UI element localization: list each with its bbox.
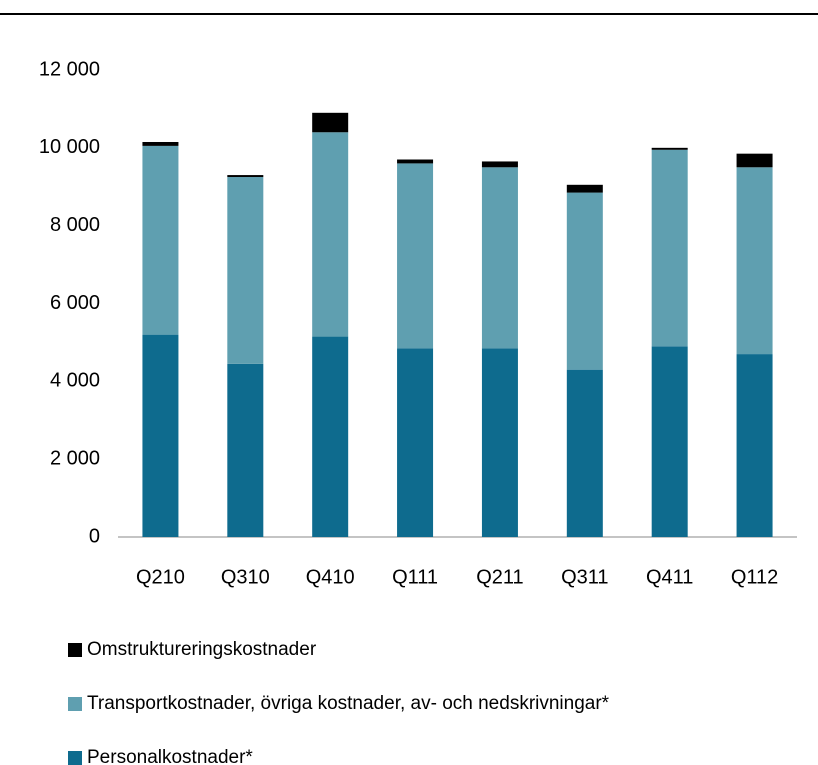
bar-segment — [227, 177, 264, 364]
legend-label: Omstruktureringskostnader — [87, 639, 317, 660]
bar-segment — [736, 153, 773, 168]
bar-segment — [566, 184, 603, 193]
y-tick-label: 12 000 — [39, 58, 100, 80]
y-tick-label: 2 000 — [50, 447, 100, 469]
bar-segment — [481, 161, 518, 168]
bar-segment — [651, 346, 688, 537]
bar-segment — [312, 132, 349, 337]
legend: Personalkostnader* Transportkostnader, öv… — [68, 639, 610, 765]
bar-segment — [651, 149, 688, 347]
x-tick-label: Q111 — [392, 566, 438, 588]
x-tick-label: Q410 — [306, 566, 355, 588]
x-tick-label: Q311 — [561, 566, 608, 588]
y-tick-label: 8 000 — [50, 214, 100, 236]
bar-segment — [736, 354, 773, 537]
x-tick-label: Q112 — [731, 566, 778, 588]
bar-segment — [142, 145, 179, 335]
bar-segment — [481, 348, 518, 537]
y-tick-label: 4 000 — [50, 370, 100, 392]
legend-label: Personalkostnader* — [87, 747, 253, 765]
bar-segment — [227, 175, 264, 178]
bar-segment — [142, 334, 179, 537]
bar-segment — [566, 192, 603, 370]
legend-swatch — [68, 643, 82, 657]
bar-segment — [566, 369, 603, 537]
x-tick-label: Q210 — [136, 566, 185, 588]
bar-segment — [397, 163, 434, 349]
bar-segment — [312, 336, 349, 537]
bar-segment — [736, 167, 773, 355]
x-tick-label: Q211 — [476, 566, 523, 588]
bar-segment — [142, 141, 179, 146]
bar-segment — [397, 348, 434, 537]
bar-segment — [312, 112, 349, 133]
y-tick-label: 6 000 — [50, 292, 100, 314]
y-tick-label: 0 — [89, 525, 100, 547]
bar-segment — [481, 167, 518, 349]
bar-segment — [397, 159, 434, 164]
legend-label: Transportkostnader, övriga kostnader, av… — [87, 693, 610, 714]
y-tick-label: 10 000 — [39, 136, 100, 158]
bar-segment — [651, 147, 688, 150]
legend-swatch — [68, 751, 82, 765]
bar-segment — [227, 363, 264, 537]
x-tick-label: Q310 — [221, 566, 270, 588]
legend-swatch — [68, 697, 82, 711]
x-tick-label: Q411 — [646, 566, 693, 588]
